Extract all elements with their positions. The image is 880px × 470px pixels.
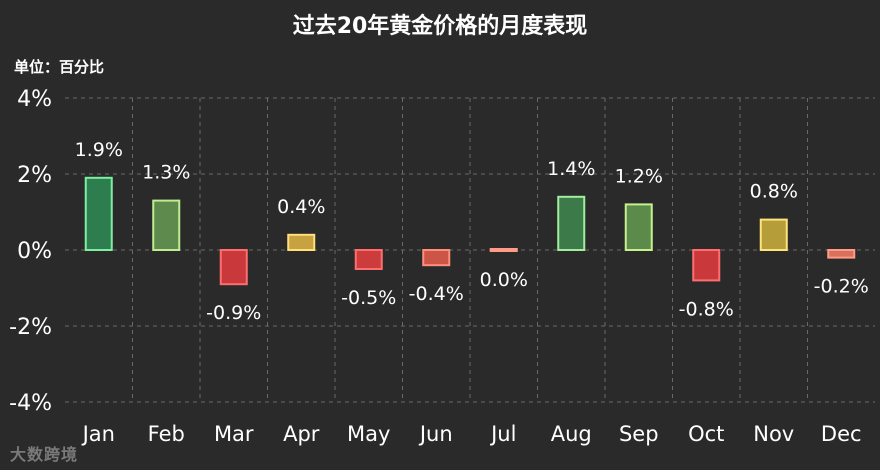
data-labels: 1.9% 1.3% -0.9% 0.4% -0.5% -0.4% 0.0% 1.4% 1.2% -… bbox=[75, 139, 869, 324]
y-tick-label: -2% bbox=[9, 315, 52, 340]
bar-sep bbox=[624, 203, 653, 251]
bars bbox=[84, 176, 856, 286]
data-label: 1.9% bbox=[75, 139, 123, 161]
chart-title: 过去20年黄金价格的月度表现 bbox=[292, 14, 588, 39]
y-axis-ticks: 4% 2% 0% -2% -4% bbox=[9, 87, 52, 416]
x-tick-label: Dec bbox=[821, 422, 862, 446]
y-tick-label: -4% bbox=[9, 391, 52, 416]
y-tick-label: 4% bbox=[17, 87, 52, 112]
bar-oct bbox=[692, 249, 721, 282]
x-tick-label: Apr bbox=[283, 422, 320, 446]
data-label: 0.8% bbox=[750, 181, 798, 203]
x-tick-label: May bbox=[347, 422, 390, 446]
data-label: 1.2% bbox=[615, 165, 663, 187]
y-tick-label: 0% bbox=[17, 239, 52, 264]
bar-jun bbox=[422, 249, 451, 267]
x-tick-label: Jan bbox=[81, 422, 115, 446]
data-label: 0.4% bbox=[277, 196, 325, 218]
x-tick-label: Jun bbox=[418, 422, 453, 446]
data-label: -0.9% bbox=[206, 302, 261, 324]
y-tick-label: 2% bbox=[17, 163, 52, 188]
bar-feb bbox=[152, 199, 181, 252]
bar-dec bbox=[827, 249, 856, 259]
x-axis-ticks: Jan Feb Mar Apr May Jun Jul Aug Sep Oct Nov Dec bbox=[81, 422, 862, 446]
unit-label: 单位：百分比 bbox=[14, 58, 105, 76]
bar-nov bbox=[759, 218, 788, 252]
x-tick-label: Jul bbox=[489, 422, 516, 446]
x-tick-label: Feb bbox=[148, 422, 185, 446]
data-label: 1.4% bbox=[547, 158, 595, 180]
bar-jan bbox=[84, 176, 113, 251]
watermark: 大数跨境 bbox=[10, 445, 79, 464]
bar-may bbox=[354, 249, 383, 270]
x-tick-label: Sep bbox=[619, 422, 659, 446]
bar-aug bbox=[557, 195, 586, 252]
data-label: -0.2% bbox=[814, 276, 869, 298]
data-label: -0.4% bbox=[409, 283, 464, 305]
data-label: 1.3% bbox=[142, 162, 190, 184]
bar-mar bbox=[219, 249, 248, 286]
data-label: 0.0% bbox=[480, 269, 528, 291]
x-tick-label: Oct bbox=[688, 422, 724, 446]
x-tick-label: Aug bbox=[551, 422, 592, 446]
x-tick-label: Mar bbox=[214, 422, 254, 446]
grid-lines bbox=[65, 97, 875, 403]
x-tick-label: Nov bbox=[753, 422, 794, 446]
bar-jul bbox=[489, 248, 518, 252]
bar-apr bbox=[287, 233, 316, 252]
data-label: -0.8% bbox=[679, 298, 734, 320]
data-label: -0.5% bbox=[341, 287, 396, 309]
